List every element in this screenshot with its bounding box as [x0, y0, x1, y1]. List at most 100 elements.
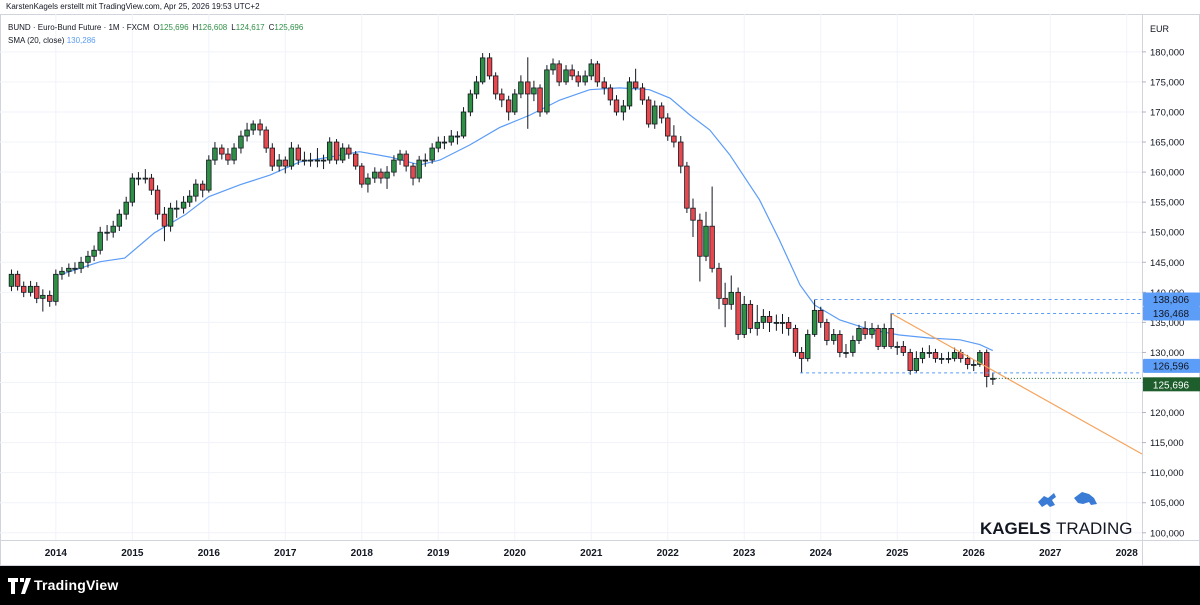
- y-tick-label: 170,000: [1150, 107, 1184, 118]
- candle-body: [569, 69, 575, 77]
- candle-body: [187, 195, 193, 203]
- candle-body: [257, 123, 263, 131]
- candle-body: [219, 147, 225, 155]
- candle-body: [167, 207, 174, 227]
- candle-body: [212, 147, 218, 161]
- y-tick-label: 110,000: [1150, 468, 1184, 479]
- x-tick-label: 2019: [427, 548, 450, 559]
- candle-body: [72, 267, 78, 270]
- candle-body: [632, 81, 639, 89]
- candle-body: [339, 147, 346, 161]
- candle-body: [875, 327, 881, 347]
- grid: [0, 14, 1142, 540]
- x-tick-label: 2024: [810, 548, 833, 559]
- candle-body: [805, 334, 811, 359]
- y-tick-label: 180,000: [1150, 47, 1184, 58]
- candle-body: [104, 231, 110, 234]
- brand-right: TRADING: [1056, 519, 1133, 538]
- y-tick-label: 115,000: [1150, 438, 1184, 449]
- candle-body: [652, 105, 658, 125]
- candle-body: [850, 340, 856, 353]
- symbol-row: BUND · Euro-Bund Future · 1M · FXCM O125,…: [8, 21, 303, 34]
- candle-body: [410, 165, 416, 179]
- x-tick-label: 2017: [274, 548, 297, 559]
- candle-body: [435, 141, 441, 149]
- candle-body: [416, 159, 422, 179]
- candle-body: [766, 315, 773, 323]
- ohlc-key: L: [231, 23, 236, 32]
- candle-body: [372, 171, 378, 179]
- x-tick-label: 2027: [1039, 548, 1062, 559]
- candle-body: [716, 267, 722, 299]
- candle-body: [333, 141, 340, 161]
- candle-body: [479, 57, 486, 83]
- candle-body: [8, 273, 15, 287]
- candle-body: [505, 99, 512, 113]
- candle-body: [110, 225, 116, 233]
- candle-body: [34, 285, 40, 299]
- candle-body: [499, 93, 505, 101]
- x-tick-label: 2021: [580, 548, 603, 559]
- candle-body: [454, 135, 461, 138]
- candle-body: [728, 291, 734, 305]
- y-tick-label: 100,000: [1150, 528, 1184, 539]
- candle-body: [575, 75, 581, 83]
- y-tick-label: 130,000: [1150, 348, 1184, 359]
- candle-body: [161, 213, 168, 227]
- candle-body: [352, 153, 359, 167]
- candle-body: [537, 87, 543, 113]
- candle-body: [365, 177, 371, 185]
- candle-body: [282, 159, 289, 167]
- y-tick-label: 120,000: [1150, 408, 1184, 419]
- candle-body: [735, 291, 741, 335]
- candle-body: [403, 153, 409, 167]
- candle-body: [448, 135, 454, 143]
- candle-body: [244, 129, 250, 137]
- candle-body: [66, 267, 72, 272]
- candle-body: [116, 213, 123, 227]
- candle-body: [326, 141, 333, 161]
- bull-icon: [1038, 493, 1056, 507]
- candle-body: [460, 111, 467, 137]
- bear-icon: [1074, 492, 1097, 505]
- candle-body: [269, 147, 276, 167]
- sma-line: [59, 87, 994, 352]
- currency: EUR: [1150, 24, 1170, 34]
- candle-body: [263, 129, 269, 149]
- x-tick-label: 2028: [1116, 548, 1139, 559]
- candle-body: [843, 352, 849, 354]
- level-tag-bg: [1143, 292, 1200, 307]
- candle-body: [288, 147, 295, 167]
- candle-body: [225, 153, 231, 161]
- candle-body: [276, 159, 282, 167]
- candle-body: [27, 285, 34, 293]
- sma-row: SMA (20, close) 130,286: [8, 34, 303, 47]
- candle-body: [811, 309, 818, 335]
- candle-body: [148, 177, 155, 191]
- y-tick-label: 165,000: [1150, 138, 1184, 149]
- candle-body: [926, 352, 933, 354]
- candle-body: [518, 81, 524, 95]
- candle-body: [123, 201, 129, 215]
- candle-body: [760, 315, 767, 323]
- candle-body: [881, 327, 887, 347]
- candle-body: [59, 270, 65, 275]
- ohlc: O125,696 H126,608 L124,617 C125,696: [149, 23, 303, 32]
- candle-body: [40, 294, 46, 299]
- candle-body: [429, 147, 435, 161]
- candle-body: [391, 159, 397, 173]
- candle-body: [932, 352, 939, 359]
- trendline: [890, 312, 1143, 455]
- candle-body: [154, 189, 161, 215]
- candle-body: [473, 81, 480, 95]
- y-tick-label: 155,000: [1150, 198, 1184, 209]
- candle-body: [601, 81, 607, 89]
- candle-body: [180, 201, 187, 209]
- y-tick-label: 175,000: [1150, 77, 1184, 88]
- candle-body: [984, 352, 990, 377]
- candle-body: [971, 364, 977, 366]
- candle-body: [951, 352, 958, 359]
- candle-body: [525, 81, 531, 95]
- candle-body: [544, 69, 550, 113]
- candle-body: [798, 352, 805, 359]
